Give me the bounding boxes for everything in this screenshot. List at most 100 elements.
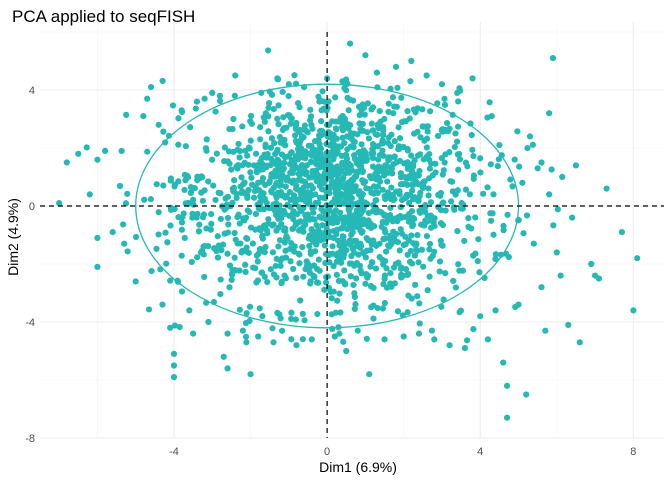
data-point	[469, 75, 476, 82]
data-point	[276, 237, 284, 244]
data-point	[356, 148, 363, 156]
data-point	[388, 215, 395, 222]
data-point	[266, 179, 273, 186]
data-point	[224, 214, 232, 222]
data-point	[381, 299, 388, 307]
data-point	[247, 137, 254, 144]
data-point	[468, 225, 475, 232]
data-point	[165, 132, 173, 139]
data-point	[470, 252, 477, 259]
data-point	[266, 205, 273, 212]
data-point	[328, 295, 335, 302]
data-point	[200, 243, 207, 250]
data-point	[492, 255, 499, 263]
data-point	[319, 222, 326, 229]
data-point	[515, 301, 522, 308]
data-point	[291, 161, 298, 168]
data-point	[316, 194, 324, 201]
data-point	[299, 244, 306, 251]
data-point	[352, 187, 359, 194]
data-point	[337, 209, 344, 216]
data-point	[439, 171, 446, 178]
data-point	[375, 163, 382, 170]
data-point	[75, 150, 82, 157]
data-point	[572, 162, 580, 169]
data-point	[385, 108, 392, 116]
data-point	[326, 207, 333, 215]
data-point	[262, 143, 269, 151]
data-point	[216, 97, 224, 105]
data-point	[144, 95, 151, 102]
data-point	[242, 333, 250, 340]
data-point	[290, 177, 297, 184]
data-point	[288, 315, 295, 323]
data-point	[343, 189, 350, 196]
data-point	[331, 333, 338, 340]
data-point	[417, 134, 424, 141]
data-point	[395, 124, 402, 131]
data-point	[312, 191, 319, 198]
data-point	[337, 309, 344, 316]
data-point	[509, 183, 516, 190]
data-point	[326, 250, 334, 257]
data-point	[504, 211, 511, 218]
data-point	[333, 252, 341, 259]
data-point	[178, 252, 185, 259]
data-point	[427, 199, 435, 206]
data-point	[341, 267, 348, 274]
data-point	[302, 148, 309, 155]
data-point	[542, 327, 549, 334]
data-point	[374, 143, 381, 150]
data-point	[503, 414, 511, 421]
chart-title: PCA applied to seqFISH	[12, 7, 195, 26]
data-point	[393, 188, 400, 195]
data-point	[189, 214, 196, 221]
data-point	[261, 249, 268, 256]
data-point	[546, 110, 553, 117]
data-point	[398, 94, 405, 101]
data-point	[319, 156, 326, 163]
data-point	[214, 254, 222, 261]
data-point	[147, 196, 154, 203]
data-point	[241, 159, 248, 166]
data-point	[379, 124, 387, 131]
data-point	[392, 260, 400, 268]
data-point	[437, 189, 444, 197]
data-point	[246, 317, 253, 325]
data-point	[210, 182, 217, 189]
data-point	[379, 137, 386, 144]
data-point	[273, 199, 280, 207]
data-point	[415, 197, 422, 204]
data-point	[319, 88, 326, 95]
data-point	[462, 186, 470, 193]
data-point	[442, 207, 449, 214]
data-point	[231, 229, 238, 237]
data-point	[230, 184, 238, 191]
data-point	[358, 141, 365, 148]
data-point	[272, 211, 280, 219]
data-point	[287, 150, 295, 157]
data-point	[235, 140, 242, 148]
data-point	[272, 191, 279, 199]
data-point	[225, 148, 233, 155]
data-point	[409, 223, 416, 230]
data-point	[302, 178, 309, 186]
data-point	[325, 121, 332, 129]
data-point	[232, 236, 239, 243]
data-point	[461, 345, 469, 352]
data-point	[329, 148, 336, 156]
data-point	[492, 251, 499, 258]
data-point	[441, 159, 448, 166]
data-point	[279, 88, 286, 95]
data-point	[428, 327, 436, 334]
data-point	[257, 124, 264, 131]
data-point	[350, 281, 357, 289]
data-point	[188, 189, 195, 196]
data-point	[238, 174, 245, 181]
data-point	[231, 92, 238, 99]
data-point	[310, 262, 318, 269]
data-point	[200, 211, 208, 218]
data-point	[339, 124, 346, 131]
data-point	[258, 154, 266, 162]
data-point	[364, 272, 372, 279]
